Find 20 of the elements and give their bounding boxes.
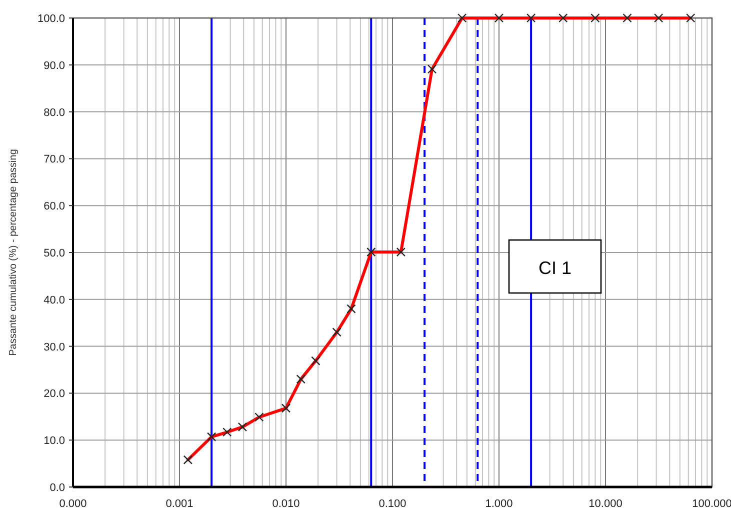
y-tick-label: 30.0 xyxy=(44,341,65,354)
text-box: CI 1 xyxy=(508,239,602,294)
x-tick-label: 0.010 xyxy=(272,498,300,510)
y-tick-label: 10.0 xyxy=(44,435,65,448)
x-tick-label: 0.100 xyxy=(378,498,406,510)
x-tick-label: 1.000 xyxy=(485,498,513,510)
y-tick-label: 20.0 xyxy=(44,388,65,400)
y-tick-label: 100.0 xyxy=(37,13,65,25)
y-tick-label: 80.0 xyxy=(44,106,65,119)
y-tick-label: 70.0 xyxy=(44,154,65,166)
x-tick-label: 10.000 xyxy=(588,498,622,510)
y-tick-label: 40.0 xyxy=(44,294,65,306)
y-tick-label: 50.0 xyxy=(44,248,65,260)
x-tick-label: 0.001 xyxy=(166,498,194,510)
x-tick-label: 0.000 xyxy=(59,498,87,510)
y-tick-label: 0.0 xyxy=(50,482,65,494)
y-tick-label: 60.0 xyxy=(44,200,65,213)
y-axis-title: Passante cumulativo (%) - percentage passing xyxy=(8,149,19,356)
annotation: CI 1 xyxy=(538,258,572,278)
y-tick-label: 90.0 xyxy=(44,60,65,72)
